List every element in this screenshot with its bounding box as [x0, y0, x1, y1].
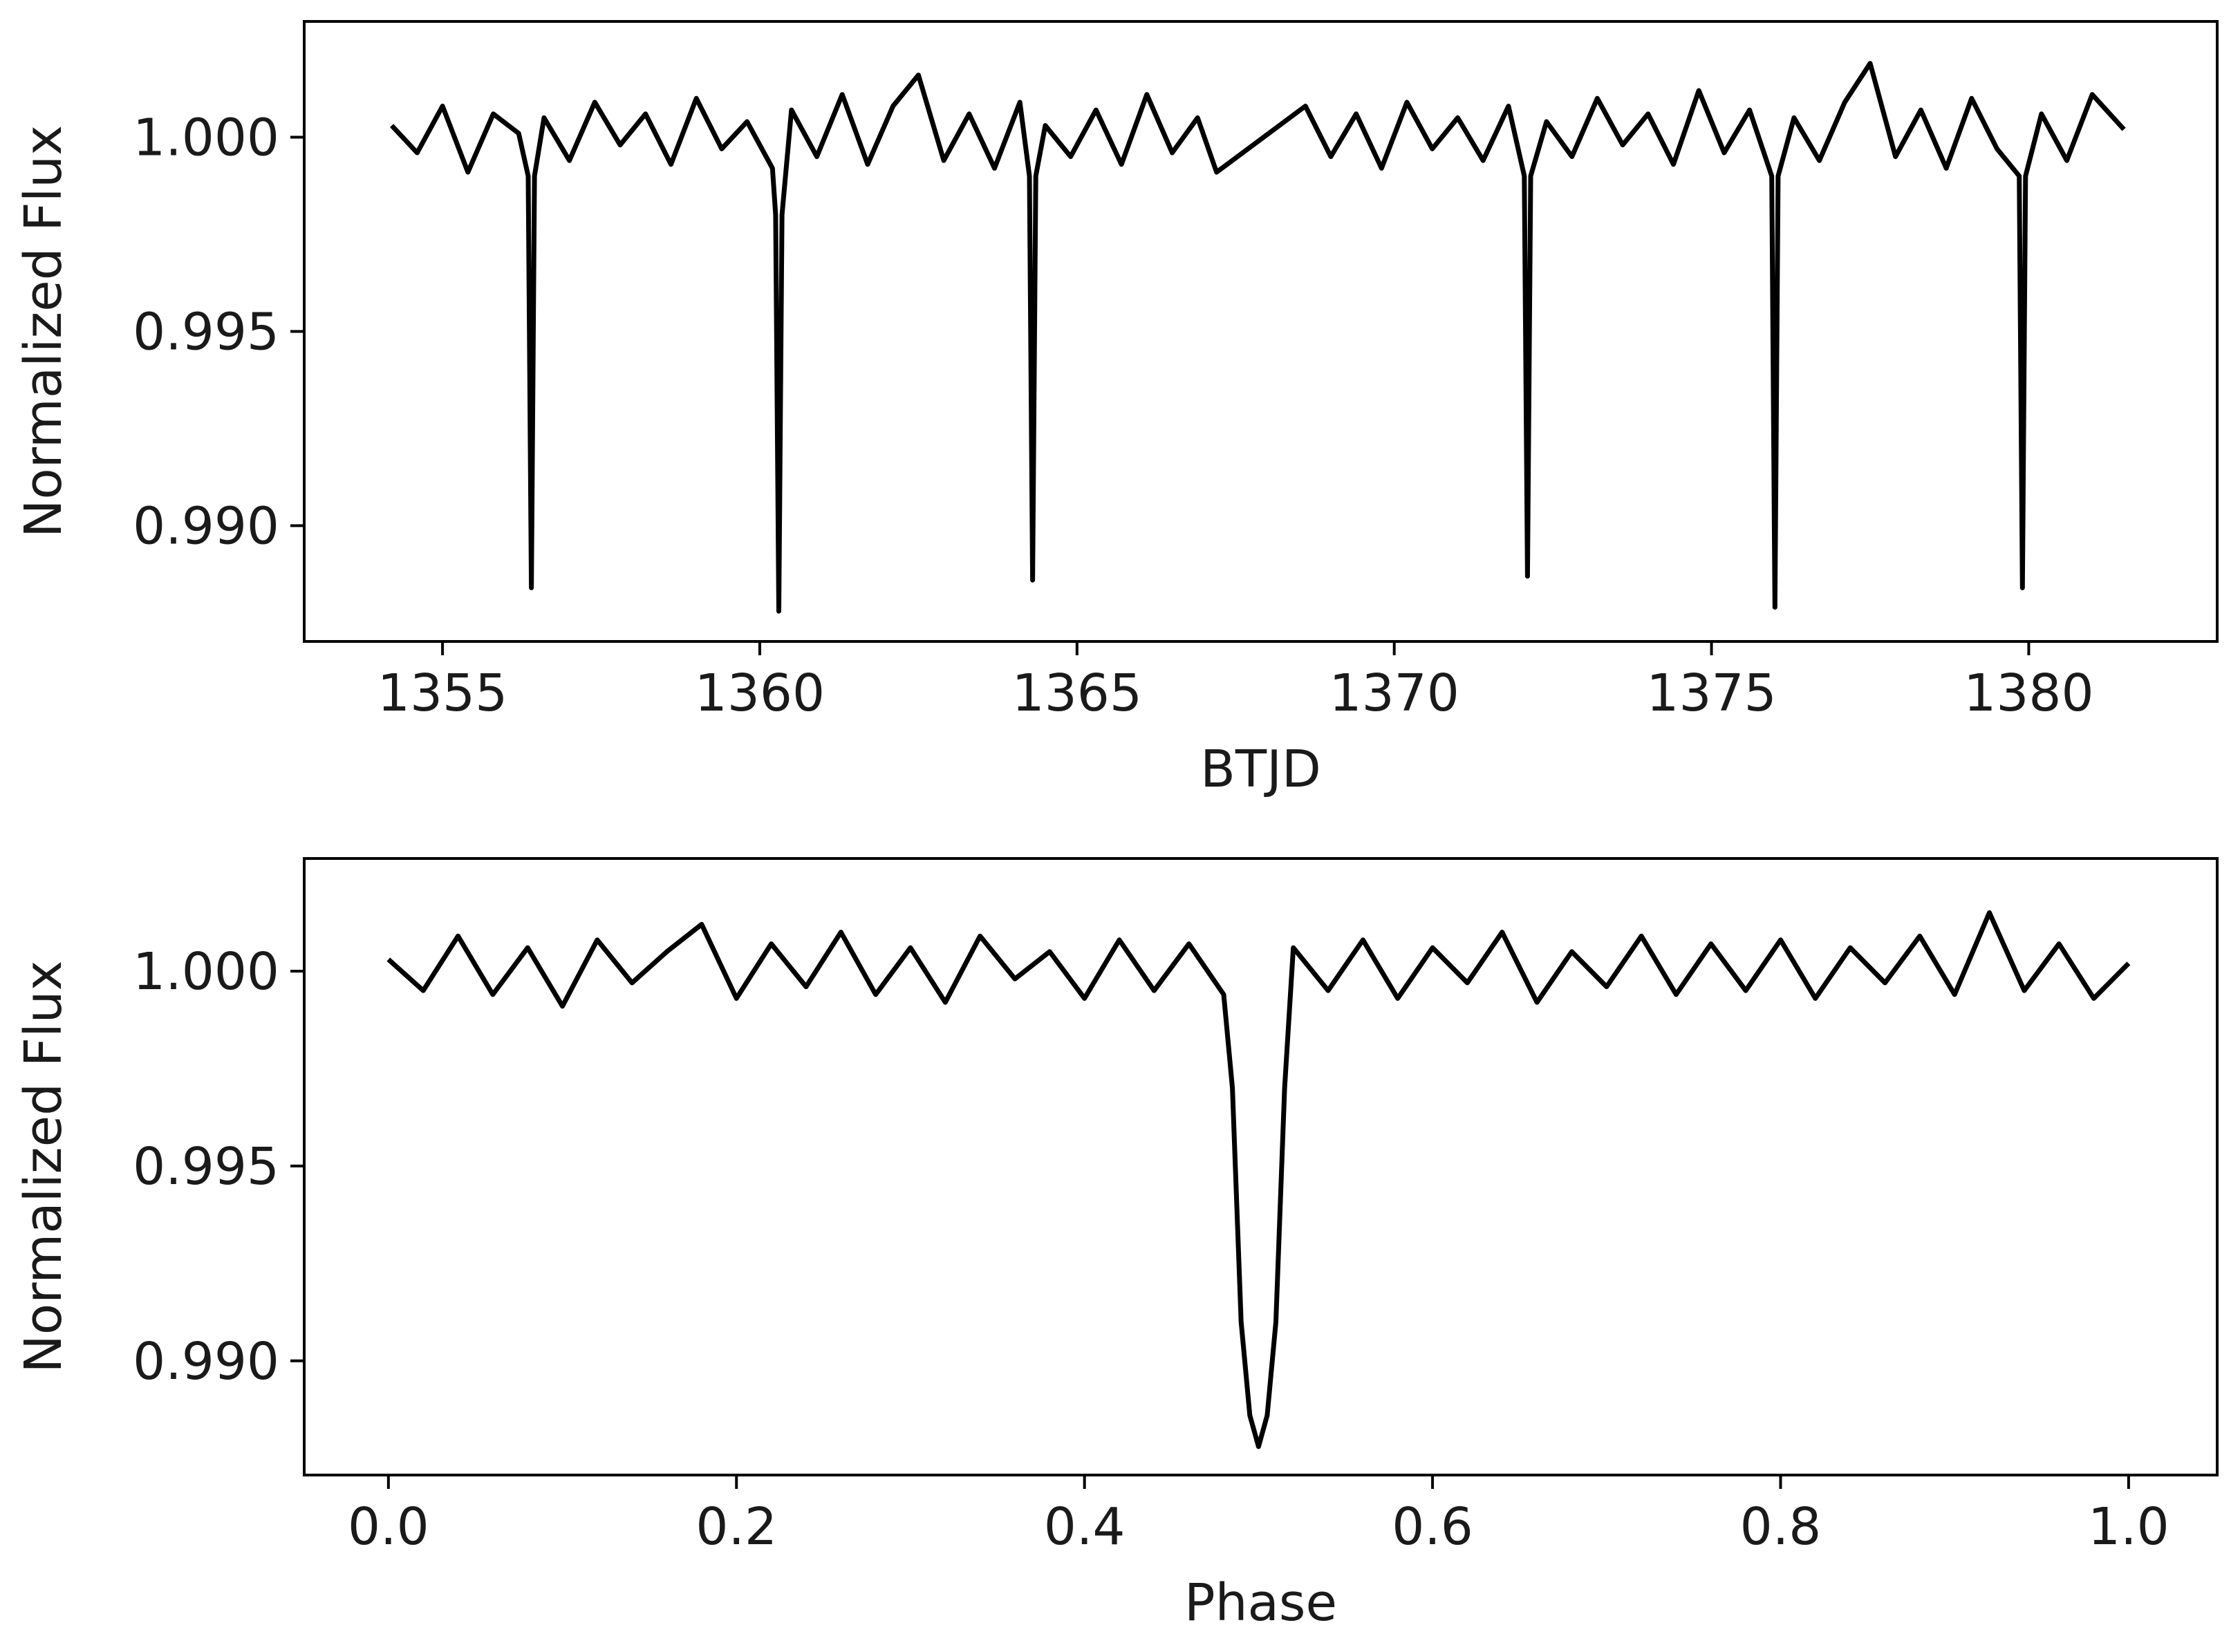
x-tick-label: 0.0: [348, 1497, 429, 1557]
y-tick-label: 0.995: [133, 303, 279, 362]
y-tick-label: 0.990: [133, 1332, 279, 1391]
x-axis-label: BTJD: [1200, 740, 1321, 799]
flux-line: [386, 910, 2131, 1449]
x-tick-label: 1355: [377, 664, 507, 723]
x-axis-label: Phase: [1184, 1573, 1337, 1633]
y-tick-label: 1.000: [133, 108, 279, 167]
y-axis-label: Normalized Flux: [14, 125, 73, 538]
x-tick-label: 0.2: [696, 1497, 777, 1557]
x-tick-label: 1.0: [2088, 1497, 2169, 1557]
x-tick-label: 0.4: [1044, 1497, 1126, 1557]
y-tick-label: 0.995: [133, 1137, 279, 1196]
y-tick-label: 1.000: [133, 942, 279, 1002]
x-tick-label: 0.6: [1392, 1497, 1473, 1557]
x-tick-label: 1365: [1012, 664, 1142, 723]
x-tick-label: 1360: [695, 664, 825, 723]
y-axis-label: Normalized Flux: [14, 961, 73, 1373]
flux-line: [390, 61, 2126, 614]
x-tick-label: 1380: [1963, 664, 2093, 723]
y-tick-label: 0.990: [133, 497, 279, 556]
x-tick-label: 1370: [1329, 664, 1459, 723]
x-tick-label: 1375: [1646, 664, 1776, 723]
x-tick-label: 0.8: [1740, 1497, 1822, 1557]
